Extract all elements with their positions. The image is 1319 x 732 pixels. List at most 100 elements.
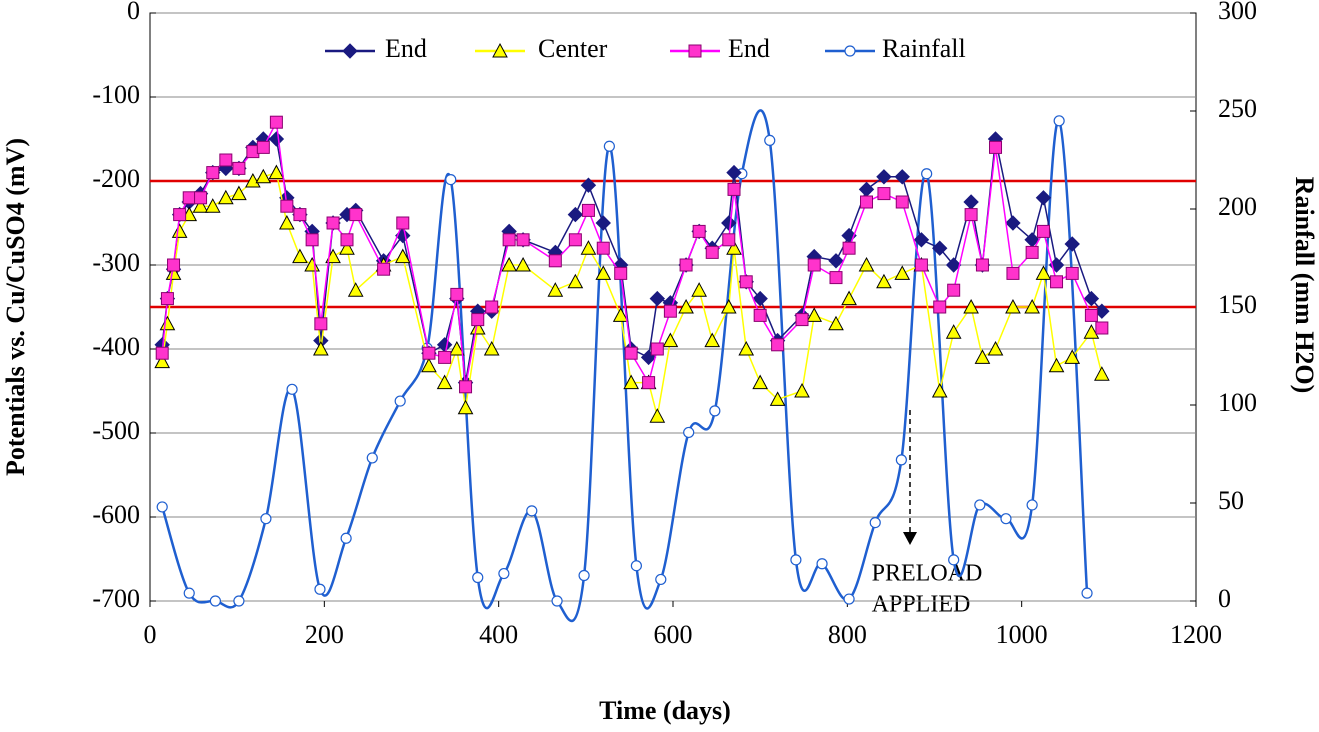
marker	[483, 340, 500, 356]
marker	[858, 256, 875, 272]
marker	[860, 195, 874, 209]
marker	[596, 241, 610, 255]
marker	[738, 340, 755, 356]
marker	[167, 258, 181, 272]
marker	[245, 172, 261, 188]
y2-tick-label: 150	[1218, 290, 1257, 319]
marker	[457, 399, 474, 415]
marker	[1065, 266, 1079, 280]
marker	[255, 168, 272, 184]
marker	[567, 273, 584, 289]
marker	[649, 408, 666, 423]
marker	[438, 350, 452, 364]
marker	[705, 245, 719, 259]
marker	[739, 275, 753, 289]
marker	[568, 233, 582, 247]
marker	[683, 426, 695, 439]
marker	[895, 195, 909, 209]
marker	[551, 595, 563, 607]
y2-tick-label: 0	[1218, 584, 1231, 613]
marker	[159, 315, 176, 331]
y2-tick-label: 300	[1218, 0, 1257, 25]
marker	[650, 342, 664, 356]
marker	[974, 349, 991, 364]
marker	[293, 208, 307, 222]
marker	[595, 215, 611, 231]
marker	[182, 191, 196, 205]
marker	[844, 45, 856, 57]
x-tick-label: 1000	[996, 620, 1048, 649]
marker	[688, 44, 702, 58]
x-axis-title: Time (days)	[599, 696, 731, 725]
marker	[945, 257, 962, 273]
marker	[292, 248, 308, 264]
marker	[165, 265, 182, 280]
marker	[921, 168, 933, 180]
marker	[394, 395, 406, 407]
marker	[843, 593, 855, 605]
marker	[1006, 266, 1020, 280]
marker	[171, 223, 188, 238]
marker	[206, 166, 220, 180]
marker	[829, 271, 843, 285]
x-tick-label: 200	[305, 620, 344, 649]
marker	[678, 298, 694, 314]
marker	[727, 182, 741, 196]
marker	[268, 164, 285, 180]
marker	[894, 265, 911, 280]
marker	[807, 258, 821, 272]
marker	[469, 319, 486, 335]
marker	[691, 282, 707, 297]
x-tick-label: 800	[828, 620, 867, 649]
marker	[624, 346, 638, 360]
marker	[931, 382, 948, 398]
marker	[720, 298, 737, 314]
marker	[816, 558, 828, 570]
marker	[340, 233, 354, 247]
legend-label: Center	[538, 34, 608, 63]
marker	[974, 499, 986, 511]
marker	[726, 240, 742, 255]
marker	[623, 374, 639, 390]
marker	[219, 153, 233, 167]
marker	[1083, 324, 1100, 339]
marker	[256, 140, 270, 154]
marker	[194, 191, 208, 205]
marker	[841, 290, 857, 306]
y-tick-label: -300	[92, 248, 140, 277]
marker	[548, 254, 562, 268]
marker	[305, 233, 319, 247]
marker	[377, 262, 391, 276]
marker	[987, 340, 1004, 356]
marker	[771, 338, 785, 352]
marker	[183, 587, 195, 599]
marker	[173, 208, 187, 222]
marker	[492, 42, 508, 58]
marker	[155, 346, 169, 360]
marker	[1005, 298, 1021, 314]
marker	[1064, 236, 1080, 252]
y-tick-label: -700	[92, 584, 140, 613]
y2-axis-title: Rainfall (mm H2O)	[1290, 177, 1319, 394]
marker	[753, 308, 767, 322]
marker	[1095, 321, 1109, 335]
marker	[445, 174, 457, 186]
marker	[612, 307, 629, 322]
marker	[547, 282, 564, 297]
marker	[877, 187, 891, 201]
marker	[233, 595, 245, 607]
marker	[726, 164, 742, 181]
marker	[286, 383, 298, 395]
marker	[679, 258, 693, 272]
marker	[422, 346, 436, 360]
marker	[366, 452, 378, 464]
marker	[269, 115, 283, 129]
marker	[1050, 275, 1064, 289]
marker	[471, 313, 485, 327]
marker	[894, 169, 910, 185]
marker	[869, 516, 881, 529]
marker	[459, 380, 473, 394]
marker	[314, 317, 328, 331]
marker	[642, 376, 656, 390]
y-tick-label: -500	[92, 416, 140, 445]
